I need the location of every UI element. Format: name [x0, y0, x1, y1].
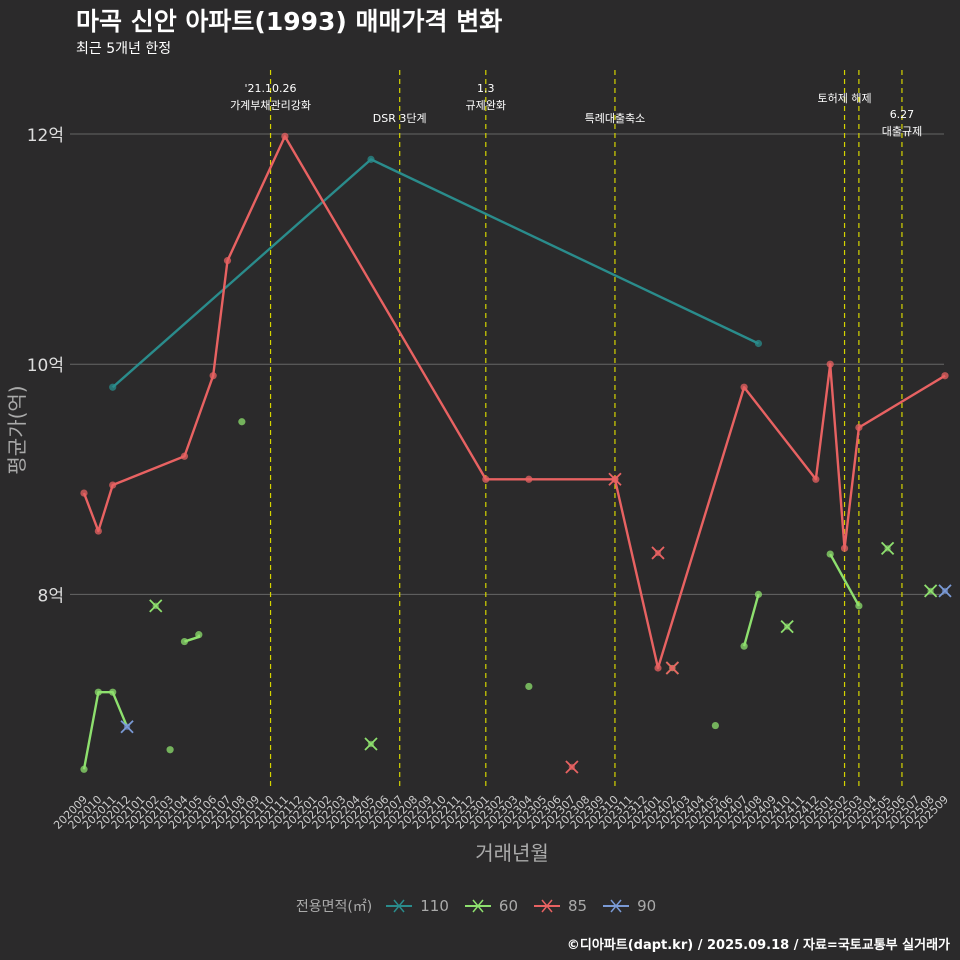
series-85-point: [826, 360, 834, 368]
series-60-point: [94, 688, 102, 696]
event-label: 토허제 해제: [817, 91, 871, 105]
series-60-point: [855, 602, 863, 610]
y-tick-label: 8억: [38, 586, 64, 606]
legend-label-85: 85: [568, 897, 588, 915]
event-label: 규제완화: [466, 99, 506, 112]
series-60-line: [742, 594, 760, 647]
cross-dot: [568, 763, 576, 771]
series-lines: [80, 132, 952, 774]
series-85-cross-marker: [608, 472, 622, 486]
legend-item-90: 90: [601, 897, 656, 915]
series-110-point: [367, 155, 375, 163]
cross-dot: [783, 623, 791, 630]
series-85-cross-marker: [665, 661, 679, 675]
series-60-point: [109, 688, 117, 696]
series-85-point: [654, 664, 662, 672]
series-85-point: [812, 475, 820, 483]
series-85-point: [482, 475, 490, 483]
series-60-cross-marker: [149, 599, 163, 613]
series-60-line: [82, 690, 129, 770]
series-85-point: [80, 489, 88, 497]
series-60-point: [195, 631, 203, 639]
event-label: 가계부채관리강화: [230, 99, 311, 112]
series-85-point: [740, 383, 748, 391]
cross-dot: [611, 476, 619, 483]
series-85-cross-marker: [651, 546, 665, 560]
cross-dot: [669, 664, 676, 672]
series-85-point: [941, 372, 949, 380]
series-110-point: [754, 339, 763, 348]
legend-key-60-icon: [464, 899, 491, 913]
legend-key-90-icon: [603, 899, 630, 913]
cross-dot: [927, 587, 934, 595]
legend-key-110-icon: [386, 899, 413, 913]
series-85-point: [180, 452, 189, 460]
series-85-point: [840, 544, 849, 552]
series-60-point: [238, 418, 246, 426]
legend-label-90: 90: [637, 897, 657, 915]
source-caption: ©디아파트(dapt.kr) / 2025.09.18 / 자료=국토교통부 실…: [566, 938, 950, 953]
x-axis-ticks: 2020092020102020112020122021012021022021…: [51, 793, 951, 832]
grid-lines: [70, 133, 944, 595]
series-85-point: [109, 481, 117, 489]
cross-dot: [152, 602, 159, 610]
series-90-cross-marker: [120, 720, 134, 734]
y-tick-label: 10억: [27, 356, 64, 376]
series-85-point: [209, 372, 217, 380]
cross-dot: [941, 587, 949, 595]
event-label: DSR 3단계: [373, 112, 427, 125]
event-label: 1.3: [477, 82, 495, 95]
cross-dot: [367, 740, 375, 748]
cross-dot: [654, 549, 662, 557]
legend-key-85-icon: [534, 899, 560, 913]
series-60-line: [829, 553, 860, 607]
series-60-point: [80, 765, 88, 773]
legend-label-60: 60: [498, 897, 518, 915]
series-60-cross-marker: [880, 541, 895, 555]
event-label: '21.10.26: [245, 82, 297, 95]
series-85-point: [525, 475, 533, 483]
series-60-point: [166, 746, 174, 754]
event-label: 6.27: [890, 108, 915, 121]
series-110-line: [111, 158, 759, 389]
series-60-point: [826, 550, 834, 558]
series-90-cross-marker: [938, 584, 952, 598]
series-85-line: [82, 135, 946, 670]
legend-title: 전용면적(㎡): [295, 899, 373, 915]
series-60-cross-marker: [924, 584, 938, 598]
series-110-point: [109, 383, 117, 391]
event-label: 대출규제: [882, 125, 922, 138]
legend-label-110: 110: [420, 897, 449, 915]
legend-item-110: 110: [384, 897, 449, 915]
legend-item-85: 85: [532, 897, 587, 915]
cross-dot: [884, 545, 891, 552]
series-85-point: [223, 257, 232, 265]
event-label: 특례대출축소: [585, 112, 646, 125]
series-60-point: [525, 682, 533, 691]
cross-dot: [123, 723, 131, 730]
series-60-point: [180, 637, 189, 646]
chart-title: 마곡 신안 아파트(1993) 매매가격 변화: [76, 7, 503, 36]
series-60-cross-marker: [364, 737, 378, 751]
legend: 전용면적(㎡) 110 60 85 90: [0, 896, 960, 916]
series-85-point: [281, 132, 289, 140]
series-60-point: [740, 642, 748, 650]
series-85-point: [855, 423, 863, 432]
series-60-cross-marker: [780, 619, 794, 634]
series-85-point: [94, 527, 102, 535]
series-60-point: [754, 590, 763, 598]
y-axis-ticks: 8억 10억 12억: [27, 126, 64, 606]
x-axis-label: 거래년월: [475, 841, 549, 865]
legend-item-60: 60: [463, 897, 518, 915]
series-60-point: [711, 721, 720, 730]
chart-subtitle: 최근 5개년 한정: [76, 41, 172, 57]
y-tick-label: 12억: [27, 126, 64, 146]
y-axis-label: 평균가(억): [5, 385, 29, 474]
series-85-cross-marker: [565, 760, 579, 774]
